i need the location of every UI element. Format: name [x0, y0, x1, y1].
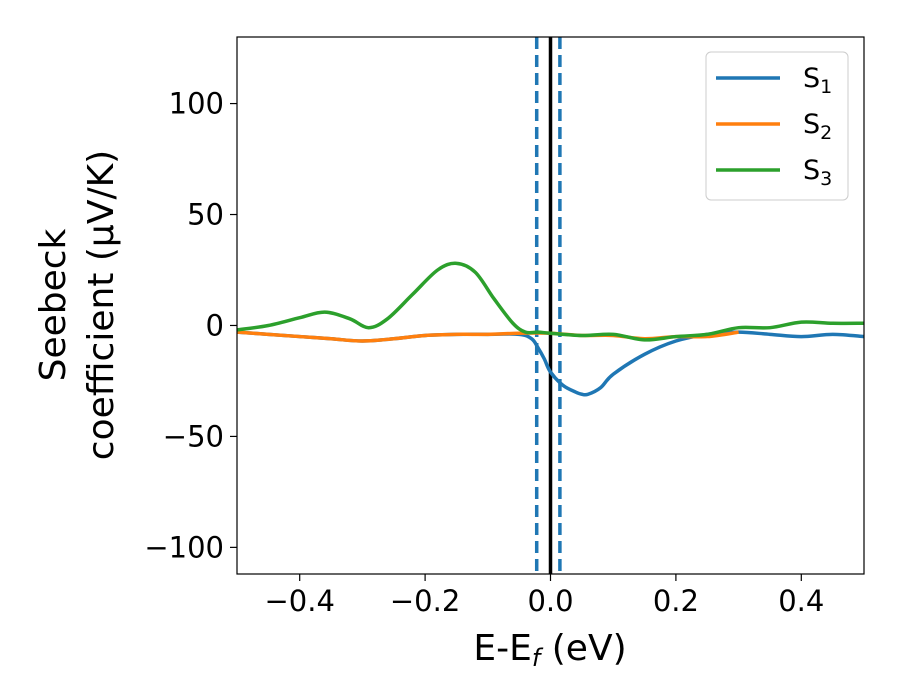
y-axis-ticks: −100 −50 0 50 100	[144, 87, 237, 564]
y-tick-label-4: 100	[169, 87, 224, 121]
y-axis-label: Seebeck coefficient (μV/K)	[33, 150, 122, 460]
legend-label-3: S3	[803, 155, 832, 190]
x-tick-label-1: −0.2	[390, 584, 460, 618]
y-axis-label-line1: Seebeck	[33, 228, 74, 381]
y-tick-label-3: 50	[187, 198, 224, 232]
y-tick-label-1: −50	[163, 419, 224, 453]
legend: S1 S2 S3	[705, 51, 849, 201]
x-tick-label-3: 0.2	[653, 584, 699, 618]
x-axis-label: E-Ef (eV)	[473, 628, 626, 672]
x-tick-label-4: 0.4	[778, 584, 824, 618]
series-line-3	[237, 261, 864, 342]
reference-lines	[534, 37, 562, 574]
legend-label-1: S1	[803, 63, 832, 98]
y-tick-label-0: −100	[144, 530, 224, 564]
x-tick-label-2: 0.0	[527, 584, 573, 618]
y-tick-label-2: 0	[206, 308, 224, 342]
series-lines	[237, 261, 864, 397]
x-tick-label-0: −0.4	[264, 584, 334, 618]
legend-label-2: S2	[803, 109, 832, 144]
x-axis-ticks: −0.4 −0.2 0.0 0.2 0.4	[264, 574, 824, 618]
legend-box	[705, 51, 849, 201]
y-axis-label-line2: coefficient (μV/K)	[81, 150, 122, 460]
